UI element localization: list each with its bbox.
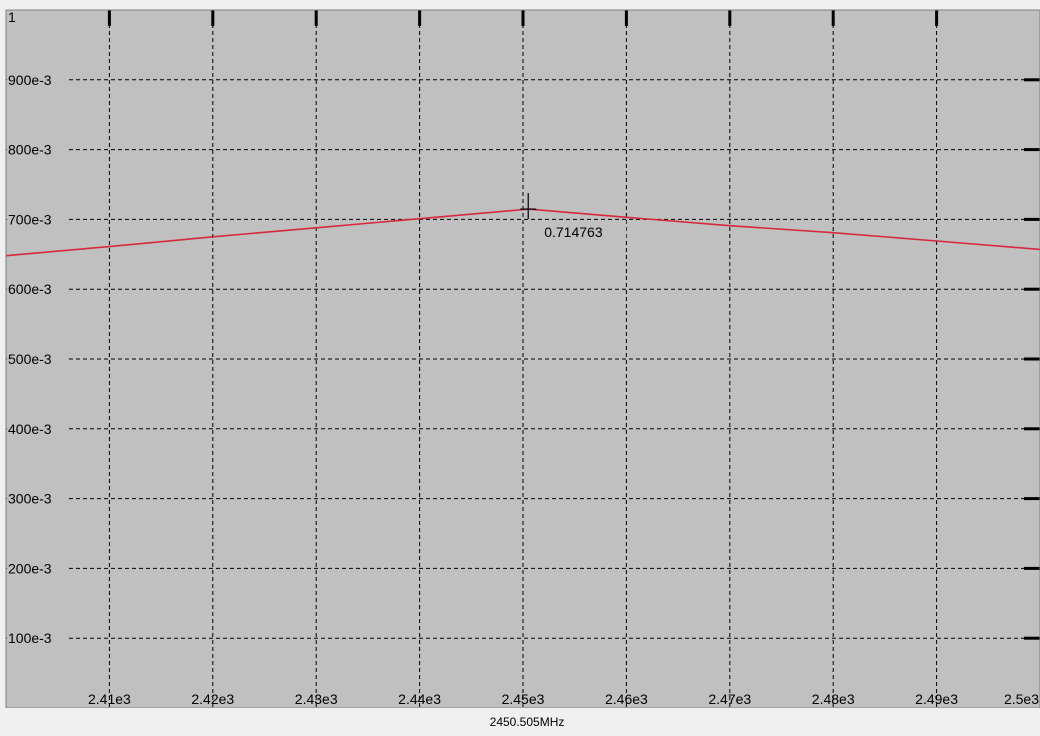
- y-tick-label-bg: [7, 350, 69, 368]
- x-tick-label: 2.49e3: [915, 691, 958, 707]
- y-tick-label-bg: [7, 559, 69, 578]
- y-tick-label: 200e-3: [8, 560, 52, 576]
- x-tick-label: 2.45e3: [502, 691, 545, 707]
- marker-value-label: 0.714763: [544, 224, 603, 240]
- x-tick-label: 2.41e3: [88, 691, 131, 707]
- marker-label-bg: [542, 221, 627, 242]
- x-tick-label: 2.43e3: [295, 691, 338, 707]
- y-tick-label: 800e-3: [8, 142, 52, 158]
- cursor-readout: 2450.505MHz: [490, 715, 565, 729]
- y-tick-label-bg: [7, 140, 69, 159]
- y-tick-label: 500e-3: [8, 351, 52, 367]
- x-axis-ticks: 2.41e3 2.42e3 2.43e3 2.44e3 2.45e3 2.46e3 2.47…: [88, 10, 1039, 707]
- x-tick-label: 2.48e3: [812, 691, 855, 707]
- x-tick-label: 2.5e3: [1004, 691, 1039, 707]
- y-tick-label: 600e-3: [8, 281, 52, 297]
- grid: [6, 10, 1040, 708]
- y-tick-label: 300e-3: [8, 491, 52, 507]
- y-tick-label-bg: [7, 280, 69, 299]
- y-tick-label: 100e-3: [8, 630, 52, 646]
- y-tick-label: 900e-3: [8, 72, 52, 88]
- y-tick-label: 1: [8, 9, 16, 25]
- y-axis-ticks: 100e-3 200e-3 300e-3 400e-3 500e-3 600e-3 700e…: [7, 9, 1040, 648]
- x-tick-label: 2.44e3: [398, 691, 441, 707]
- y-tick-label-bg: [7, 629, 69, 648]
- x-tick-label: 2.42e3: [191, 691, 234, 707]
- y-tick-label: 400e-3: [8, 421, 52, 437]
- y-tick-label-bg: [7, 210, 69, 229]
- y-tick-label-bg: [7, 70, 69, 89]
- x-tick-label: 2.47e3: [708, 691, 751, 707]
- y-tick-label-bg: [7, 489, 69, 508]
- y-tick-label: 700e-3: [8, 211, 52, 227]
- marker-layer: 0.714763: [520, 193, 627, 242]
- y-tick-label-bg: [7, 419, 69, 438]
- status-bar: [0, 708, 1040, 736]
- x-tick-label: 2.46e3: [605, 691, 648, 707]
